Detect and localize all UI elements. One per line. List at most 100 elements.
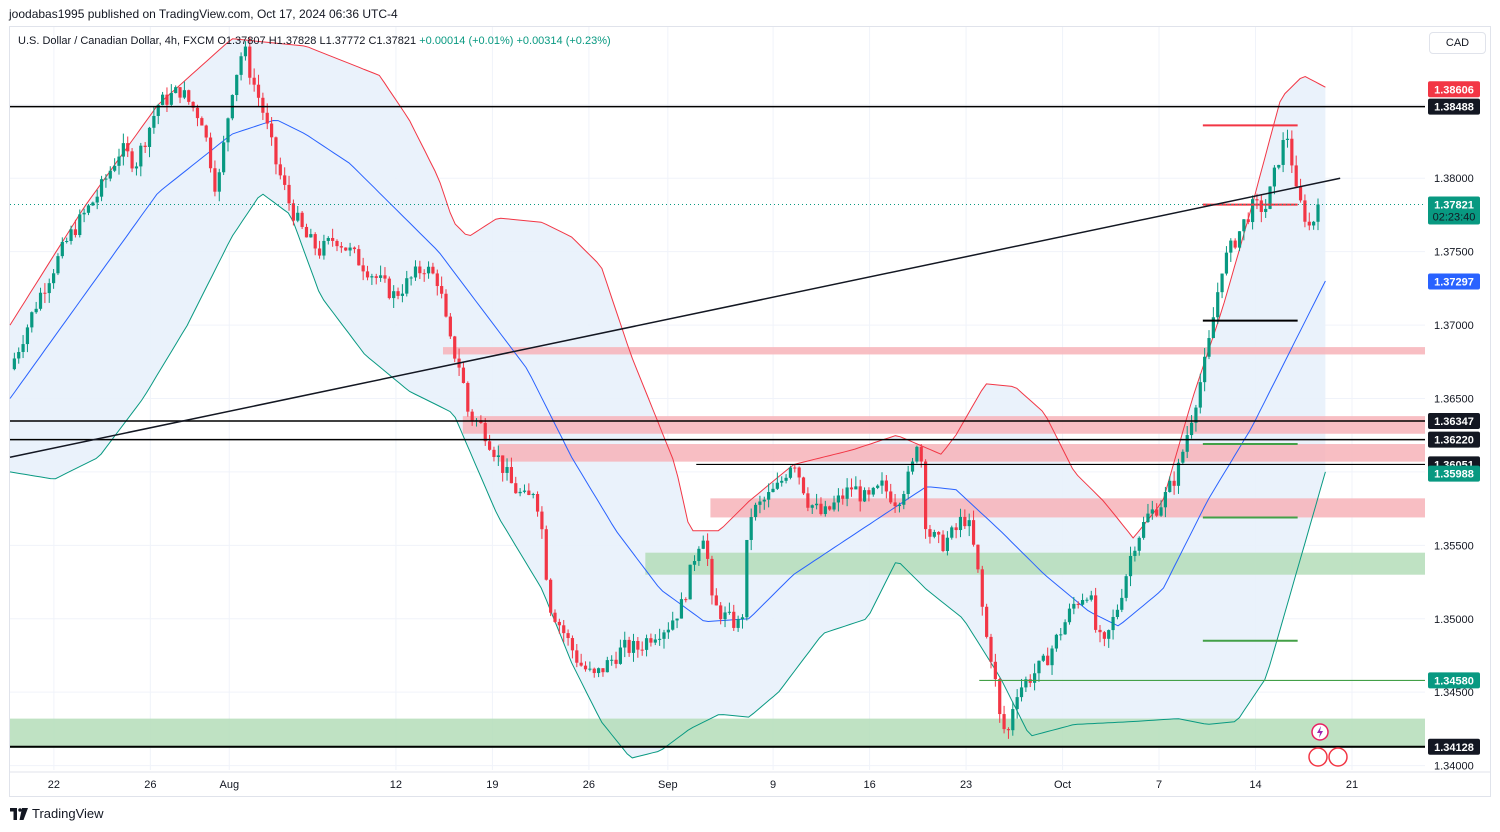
candle-body xyxy=(1298,186,1303,201)
candle-body xyxy=(753,504,758,518)
price-label-text: 1.38488 xyxy=(1434,102,1474,114)
chart-frame[interactable] xyxy=(9,26,1491,797)
candle-body xyxy=(1277,164,1281,168)
x-tick-label: Oct xyxy=(1054,779,1071,791)
candle-body xyxy=(928,529,932,537)
change-value-2: +0.00314 (+0.23%) xyxy=(516,35,611,47)
candle-body xyxy=(623,639,627,648)
candle-body xyxy=(684,599,688,601)
support-zone xyxy=(10,718,1425,748)
candle-body xyxy=(344,247,348,251)
price-chart[interactable]: 1.38000 1.37500 1.37000 1.36500 1.35500 1.350… xyxy=(0,0,1500,800)
candle-body xyxy=(357,249,361,266)
candle-body xyxy=(1072,603,1076,609)
candle-body xyxy=(374,276,378,278)
candle-body xyxy=(426,266,431,274)
candle-body xyxy=(91,202,95,206)
us-flag-icon[interactable] xyxy=(1328,747,1348,767)
event-icons xyxy=(1308,723,1348,767)
candle-body xyxy=(335,240,339,247)
candle-body xyxy=(161,94,165,106)
candle-body xyxy=(1181,451,1185,463)
candle-body xyxy=(400,293,404,296)
tradingview-logo-icon xyxy=(10,807,28,820)
candle-body xyxy=(409,277,413,279)
y-tick-label: 1.34000 xyxy=(1434,761,1474,773)
candle-body xyxy=(867,490,871,495)
candle-body xyxy=(557,621,561,626)
candle-body xyxy=(1259,200,1263,212)
candle-body xyxy=(723,612,727,620)
candle-body xyxy=(1264,208,1268,212)
candle-body xyxy=(627,639,631,653)
candle-body xyxy=(553,612,557,622)
candle-body xyxy=(1128,555,1133,577)
candle-body xyxy=(313,234,317,249)
candle-body xyxy=(178,87,182,98)
candle-body xyxy=(522,490,527,492)
candle-body xyxy=(740,617,745,620)
y-tick-label: 1.37000 xyxy=(1434,320,1474,332)
candle-body xyxy=(69,229,73,241)
brand-name: TradingView xyxy=(32,806,104,821)
candle-body xyxy=(958,516,963,531)
candle-body xyxy=(788,467,793,478)
candle-body xyxy=(597,668,601,674)
x-tick-label: 9 xyxy=(770,779,776,791)
candle-body xyxy=(1142,522,1146,538)
candle-body xyxy=(278,164,282,176)
upper-band-line xyxy=(9,38,1326,539)
candle-body xyxy=(1098,629,1102,633)
price-label-text: 1.34128 xyxy=(1434,742,1474,754)
candle-body xyxy=(501,455,505,473)
candle-body xyxy=(200,118,204,126)
candle-body xyxy=(509,467,513,484)
candle-body xyxy=(265,112,269,124)
candle-body xyxy=(1102,632,1106,639)
candle-body xyxy=(815,503,819,506)
candle-body xyxy=(1011,709,1015,731)
candle-body xyxy=(640,649,644,651)
candle-body xyxy=(662,632,666,639)
candle-body xyxy=(370,276,374,278)
footer-brand[interactable]: TradingView xyxy=(10,806,104,821)
candle-body xyxy=(60,241,64,257)
us-flag-icon[interactable] xyxy=(1308,747,1328,767)
candle-body xyxy=(775,482,779,489)
candle-body xyxy=(893,502,897,507)
candle-body xyxy=(1124,576,1128,598)
candle-body xyxy=(304,226,309,238)
candle-body xyxy=(34,308,38,313)
candle-body xyxy=(392,291,396,299)
candle-body xyxy=(588,668,592,670)
candle-body xyxy=(658,638,662,640)
candle-body xyxy=(108,170,112,179)
candle-body xyxy=(1303,200,1307,222)
price-label-text: 1.36220 xyxy=(1434,435,1474,447)
candle-body xyxy=(540,511,544,530)
resistance-zone xyxy=(710,498,1425,518)
candle-body xyxy=(187,90,191,102)
candle-body xyxy=(283,175,287,185)
candle-body xyxy=(466,382,470,412)
close-value: C1.37821 xyxy=(368,35,417,47)
candle-body xyxy=(226,118,230,143)
currency-button[interactable]: CAD xyxy=(1429,32,1486,54)
x-tick-label: 22 xyxy=(48,779,60,791)
candle-body xyxy=(1207,338,1211,357)
candle-body xyxy=(976,544,980,570)
candle-body xyxy=(727,611,731,613)
candle-body xyxy=(1224,252,1229,274)
candle-body xyxy=(43,292,47,294)
candle-body xyxy=(889,491,893,503)
candle-body xyxy=(379,275,383,278)
x-tick-label: 26 xyxy=(144,779,156,791)
candle-body xyxy=(884,480,888,492)
candle-body xyxy=(1255,199,1259,201)
candle-body xyxy=(1203,356,1207,383)
candle-body xyxy=(488,441,492,450)
candle-body xyxy=(470,411,474,421)
candle-body xyxy=(422,273,426,275)
candle-body xyxy=(317,248,322,256)
candle-body xyxy=(671,620,675,630)
